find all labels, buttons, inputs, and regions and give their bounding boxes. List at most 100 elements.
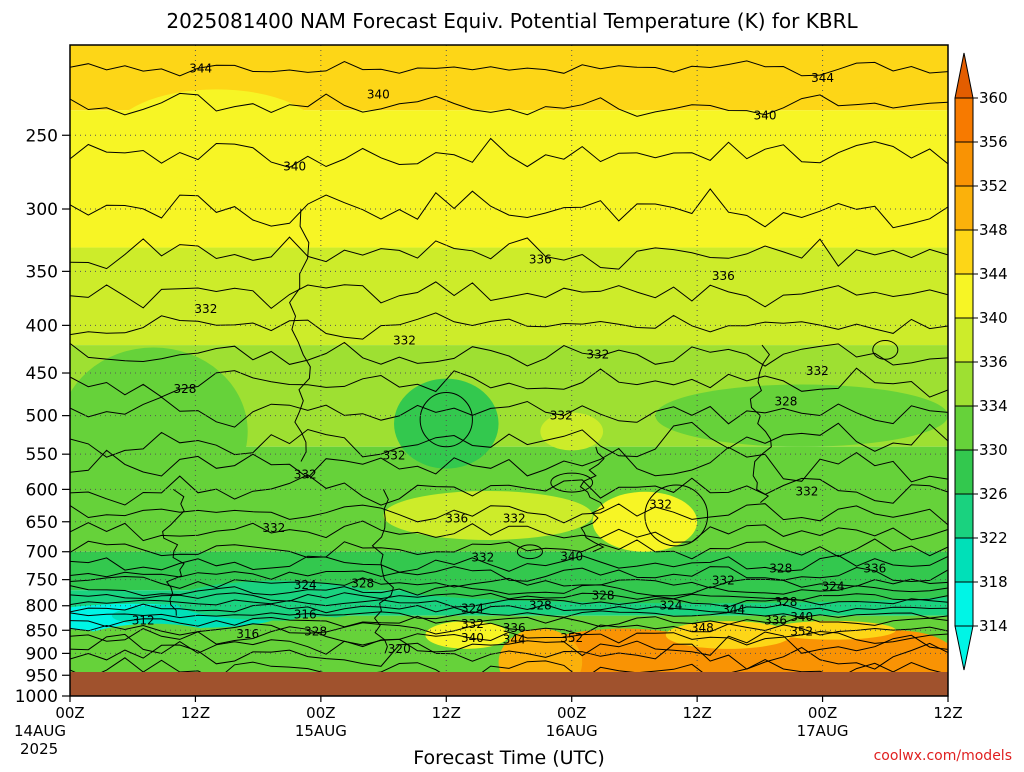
contour-label: 324 [294,578,317,592]
x-tick-label: 00Z [55,704,84,722]
contour-label: 332 [194,302,217,316]
y-tick-label: 1000 [15,687,58,707]
contour-line [70,615,948,628]
contour-label: 332 [262,521,285,535]
y-tick-label: 500 [26,407,58,427]
x-date-label: 15AUG [295,722,347,740]
colorbar-label: 352 [979,177,1008,195]
contour-loop [516,544,543,560]
contour-line [70,598,948,608]
contour-labels: 344 340 344 340 340 336 336 332 332 332 332 328 328 3… [132,62,887,689]
color-blob [697,45,907,98]
contour-line [70,566,948,583]
colorbar-label: 340 [979,309,1008,327]
colorbar-label: 360 [979,89,1008,107]
x-tick-label: 12Z [682,704,711,722]
contour-label: 328 [304,625,327,639]
contour-label: 352 [560,631,583,645]
colorbar: 314 318 322 326 330 334 336 340 344 348 352 356 360 [954,52,1008,671]
x-date-label: 17AUG [797,722,849,740]
contour-label: 336 [445,512,468,526]
colorbar-top-arrow [954,52,974,99]
colorbar-box [954,493,974,539]
colorbar-label: 326 [979,485,1008,503]
contour-label: 340 [283,159,306,173]
color-blob [404,577,948,604]
contour-line [70,575,948,589]
contour-label: 340 [461,631,484,645]
contour-label: 332 [806,364,829,378]
contour-line [70,474,948,506]
y-tick-label: 650 [26,513,58,533]
contour-label: 332 [712,574,735,588]
contour-line [70,281,948,310]
contour-label: 332 [649,498,672,512]
contour-line [70,188,948,229]
contour-line [70,610,948,620]
contour-label: 340 [754,108,777,122]
contour-line [162,488,185,616]
contour-line [289,208,311,462]
contour-line [70,626,948,646]
contour-line [70,92,948,117]
color-blob [665,621,792,649]
plot-area: 344 340 344 340 340 336 336 332 332 332 332 328 328 3… [70,45,948,696]
y-tick-label: 250 [26,126,58,146]
colorbar-box [954,185,974,231]
colorbar-box [954,273,974,319]
color-blob [394,378,499,469]
contour-label: 336 [863,562,886,576]
colorbar-box [954,449,974,495]
contour-loop [550,472,594,493]
color-blob [70,347,248,516]
contour-label: 344 [503,633,526,647]
plot-frame [69,44,949,697]
colorbar-box [954,141,974,187]
contour-label: 332 [461,617,484,631]
x-tick-label: 00Z [306,704,335,722]
y-tick-label: 850 [26,621,58,641]
contour-line [70,520,948,543]
grid-lines [70,45,948,696]
colorbar-box [954,317,974,363]
contour-line [70,236,948,270]
contour-line [70,584,948,597]
y-tick-label: 900 [26,644,58,664]
x-tick-label: 00Z [557,704,586,722]
contour-label: 332 [383,449,406,463]
contour-label: 328 [775,395,798,409]
colorbar-label: 348 [979,221,1008,239]
colorbar-box [954,537,974,583]
y-tick-label: 950 [26,666,58,686]
color-blob [592,491,698,552]
contour-label: 316 [236,627,259,641]
contour-line [579,446,605,553]
contour-label: 344 [722,602,745,616]
contour-line [70,554,948,573]
contour-label: 332 [503,512,526,526]
colorbar-box [954,581,974,627]
contour-line [749,344,772,503]
color-band [70,247,948,346]
colorbar-box [954,405,974,451]
contour-label: 328 [769,562,792,576]
colorbar-label: 336 [979,353,1008,371]
y-tick-label: 750 [26,571,58,591]
x-tick-label: 12Z [181,704,210,722]
contour-loop [872,339,899,360]
y-tick-label: 600 [26,480,58,500]
ground-band [70,672,948,696]
colorbar-label: 330 [979,441,1008,459]
contour-label: 328 [775,595,798,609]
contour-line [70,642,948,670]
contour-label: 324 [822,580,845,594]
contour-label: 328 [529,599,552,613]
contour-label: 348 [691,621,714,635]
contour-line [70,603,948,614]
contour-line [70,631,948,657]
x-date-label: 14AUG [14,722,66,740]
contour-label: 352 [790,625,813,639]
contour-label: 344 [189,62,212,76]
chart-title: 2025081400 NAM Forecast Equiv. Potential… [166,9,858,33]
